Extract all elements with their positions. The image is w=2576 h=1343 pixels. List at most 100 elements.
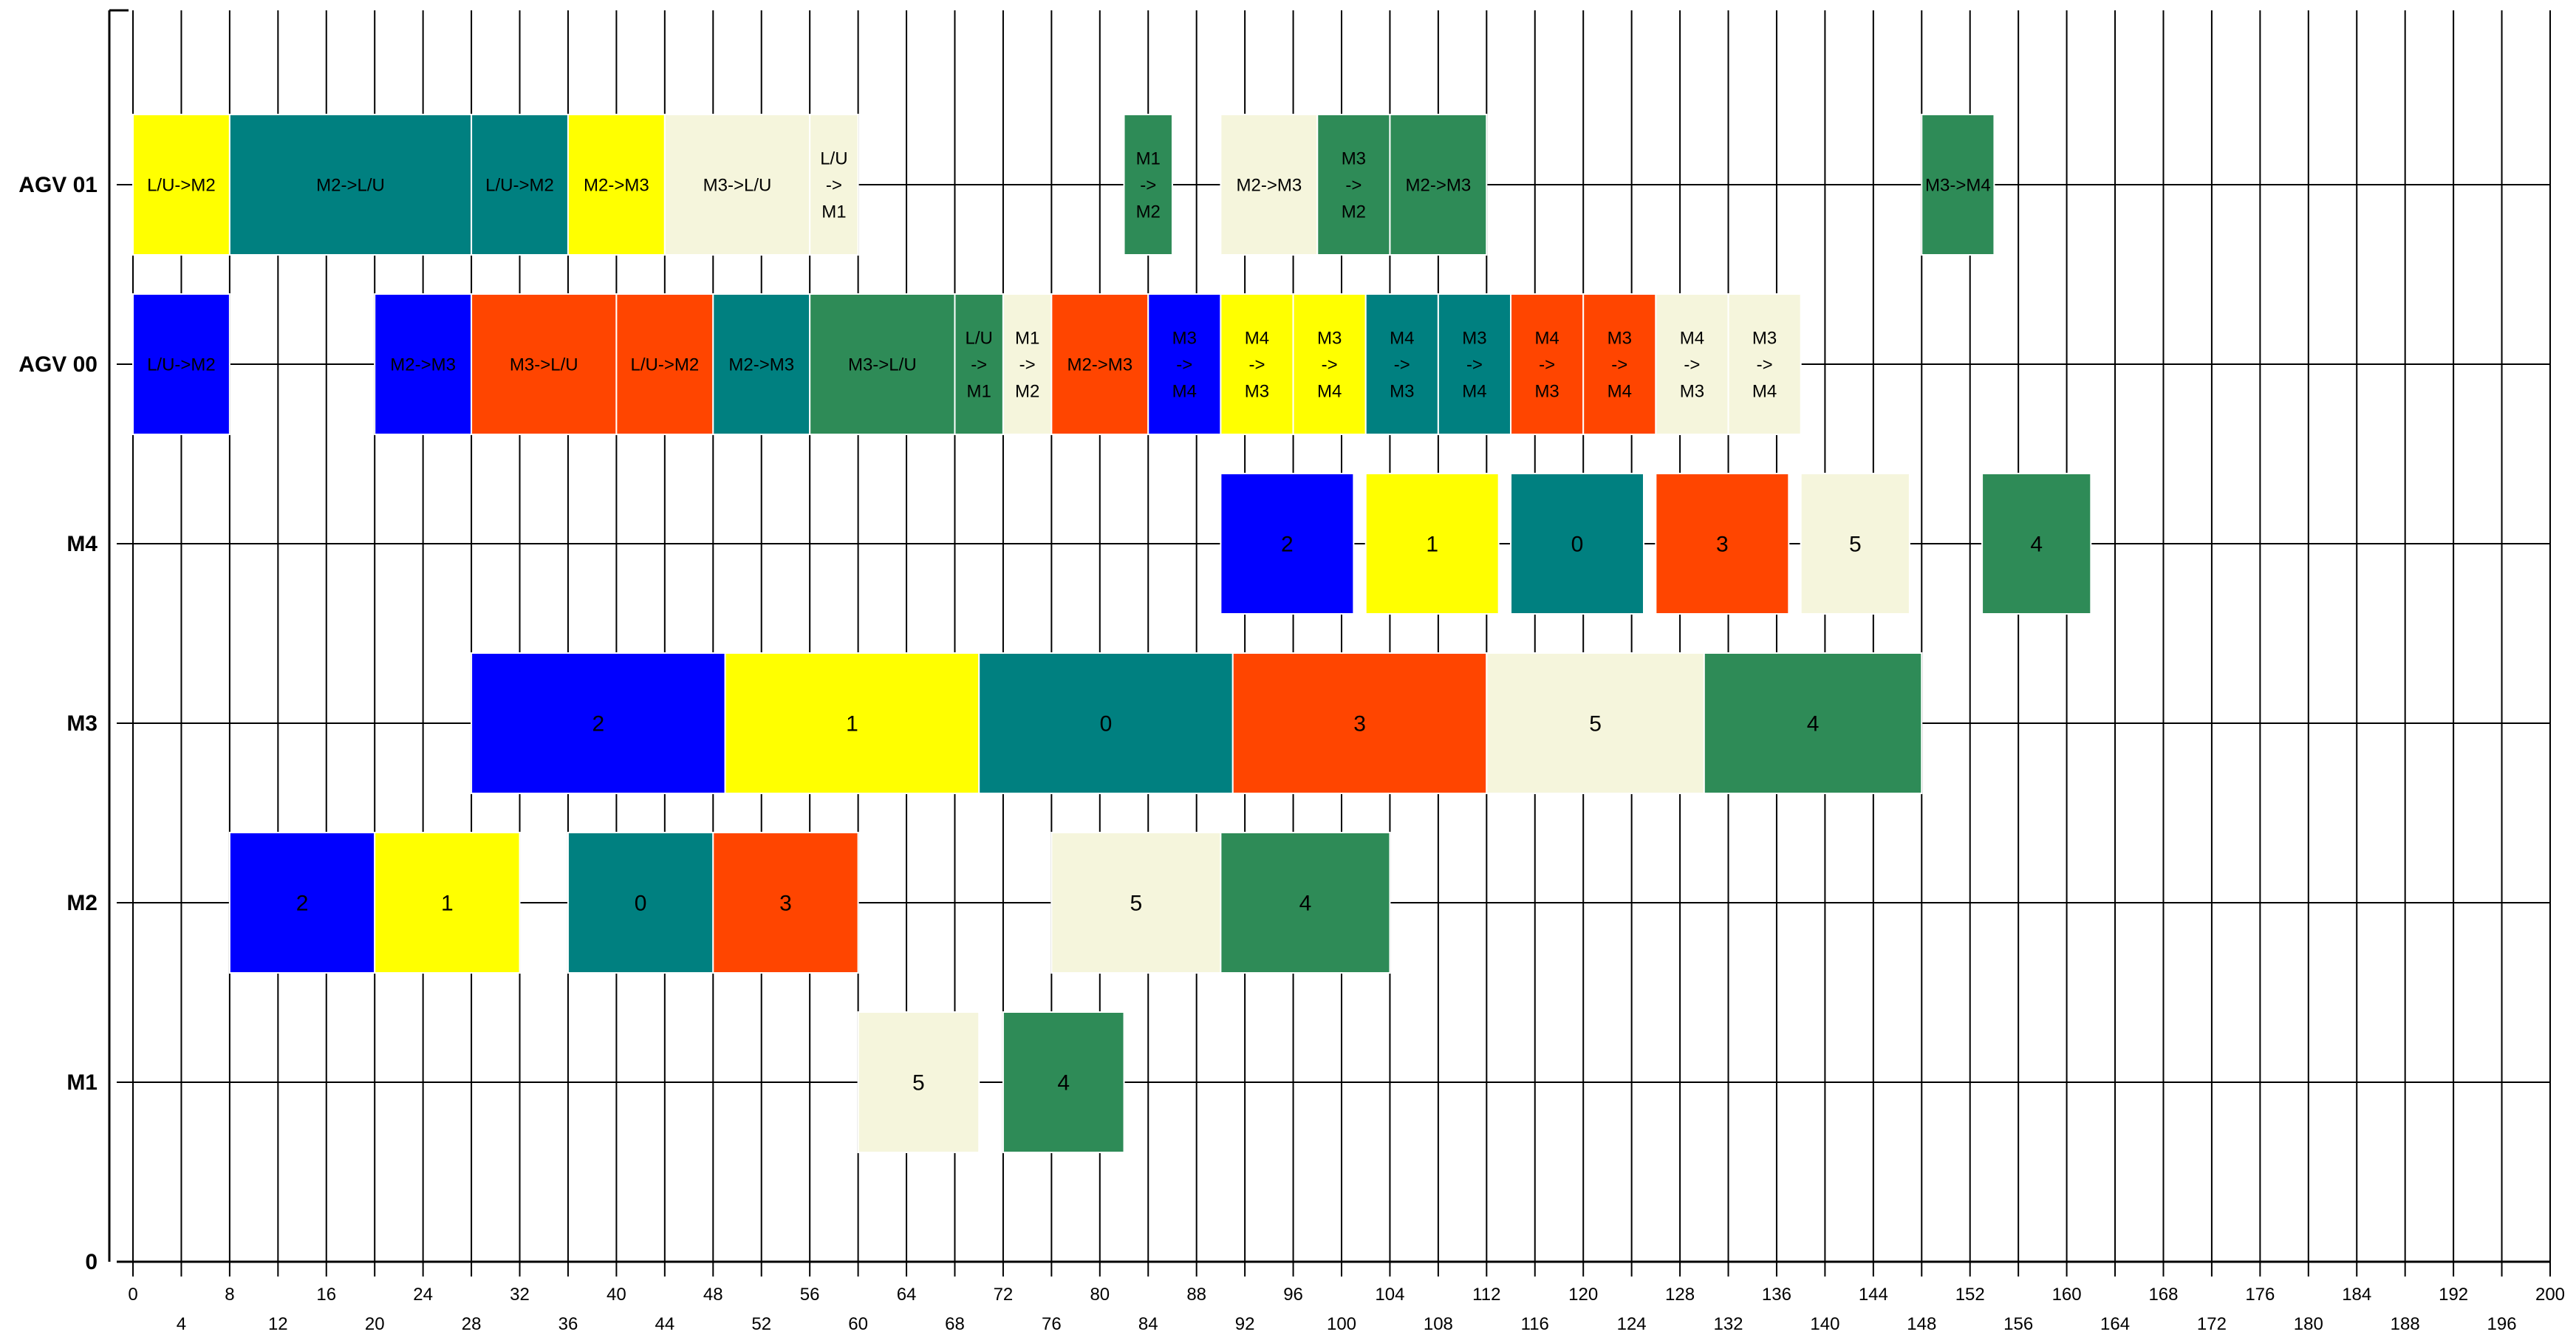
- task-bar: [374, 832, 521, 974]
- task-label: M3->L/U: [703, 175, 772, 195]
- task-label: 0: [1571, 533, 1584, 557]
- x-tick-label: 136: [1762, 1285, 1791, 1305]
- task-label: M4 -> M3: [1534, 328, 1559, 401]
- task-label: 1: [846, 712, 858, 737]
- task-bar: [374, 293, 473, 435]
- task-bar: [1316, 114, 1391, 256]
- task-label: 4: [1807, 712, 1820, 737]
- x-tick-label: 192: [2439, 1285, 2468, 1305]
- task-label: 4: [1057, 1071, 1070, 1096]
- task-bar: [1800, 473, 1910, 615]
- task-label: M3 -> M2: [1342, 148, 1366, 222]
- x-tick-label: 108: [1424, 1314, 1453, 1334]
- task-label: M3->L/U: [848, 355, 917, 375]
- y-axis-labels: 0 M1 M2 M3 M4 AGV 00 AGV 01: [18, 173, 98, 1274]
- task-label: 4: [2030, 533, 2043, 557]
- task-label: 1: [1426, 533, 1438, 557]
- y-tick-label: M2: [66, 891, 98, 915]
- x-axis-labels: 0481216202428323640444852566064687276808…: [128, 1285, 2565, 1334]
- x-tick-label: 88: [1186, 1285, 1206, 1305]
- task-bar: [1981, 473, 2092, 615]
- x-tick-label: 32: [510, 1285, 530, 1305]
- task-label: 2: [296, 892, 309, 916]
- task-bar: [1002, 293, 1053, 435]
- x-tick-label: 72: [994, 1285, 1014, 1305]
- task-label: M3->M4: [1317, 328, 1342, 401]
- task-label: 0: [1100, 712, 1113, 737]
- x-tick-label: 4: [177, 1314, 186, 1334]
- task-bar: [663, 114, 811, 256]
- task-label: 1: [441, 892, 454, 916]
- task-label: M3->M4: [1462, 328, 1486, 401]
- task-label: M2->M3: [1236, 175, 1302, 195]
- task-bar: [1510, 473, 1645, 615]
- task-bar: [712, 293, 811, 435]
- task-bar: [724, 652, 980, 794]
- task-label: 3: [779, 892, 792, 916]
- x-tick-label: 80: [1090, 1285, 1110, 1305]
- task-bar: [1486, 652, 1705, 794]
- task-label: M4 -> M3: [1680, 328, 1704, 401]
- task-bar: [857, 1011, 980, 1153]
- x-tick-label: 172: [2197, 1314, 2227, 1334]
- x-tick-label: 60: [848, 1314, 868, 1334]
- task-bar: [1147, 293, 1222, 435]
- task-bar: [1655, 293, 1729, 435]
- task-label: 4: [1299, 892, 1312, 916]
- x-tick-label: 200: [2535, 1285, 2565, 1305]
- x-tick-label: 152: [1955, 1285, 1985, 1305]
- y-tick-label: M1: [66, 1070, 98, 1095]
- task-bar: [132, 293, 230, 435]
- task-label: 3: [1716, 533, 1729, 557]
- task-bar: [1582, 293, 1657, 435]
- x-tick-label: 92: [1235, 1314, 1255, 1334]
- task-label: M3->M4: [1752, 328, 1777, 401]
- task-bar: [978, 652, 1234, 794]
- x-tick-label: 68: [945, 1314, 965, 1334]
- x-tick-label: 44: [655, 1314, 674, 1334]
- task-label: 5: [1849, 533, 1862, 557]
- task-bar: [1231, 652, 1488, 794]
- task-bar: [1921, 114, 1995, 256]
- task-label: 5: [1130, 892, 1143, 916]
- y-tick-label: AGV 00: [18, 352, 98, 377]
- task-label: L/U->M2: [630, 355, 699, 375]
- task-bar: [132, 114, 230, 256]
- x-tick-label: 140: [1810, 1314, 1839, 1334]
- x-tick-label: 36: [558, 1314, 578, 1334]
- x-tick-label: 12: [268, 1314, 288, 1334]
- x-tick-label: 160: [2052, 1285, 2082, 1305]
- task-label: M3->L/U: [510, 355, 578, 375]
- task-label: M2->M3: [1406, 175, 1472, 195]
- x-tick-label: 28: [462, 1314, 482, 1334]
- task-bar: [1727, 293, 1802, 435]
- x-tick-label: 112: [1472, 1285, 1500, 1305]
- y-tick-label: M4: [66, 532, 98, 556]
- task-bar: [1364, 473, 1500, 615]
- task-bar: [1123, 114, 1173, 256]
- x-tick-label: 196: [2487, 1314, 2517, 1334]
- task-label: M3->M4: [1925, 175, 1991, 195]
- task-label: 5: [912, 1071, 925, 1096]
- x-tick-label: 168: [2148, 1285, 2178, 1305]
- x-tick-label: 48: [703, 1285, 723, 1305]
- task-bar: [228, 114, 473, 256]
- x-tick-label: 64: [897, 1285, 917, 1305]
- task-bar: [471, 652, 726, 794]
- task-bar: [1220, 114, 1319, 256]
- x-tick-label: 84: [1138, 1314, 1158, 1334]
- task-label: M1 -> M2: [1136, 148, 1161, 222]
- task-label: L/U->M2: [147, 355, 216, 375]
- x-tick-label: 184: [2342, 1285, 2371, 1305]
- task-label: M3->M4: [1608, 328, 1632, 401]
- task-label: 3: [1353, 712, 1366, 737]
- task-label: L/U -> M1: [820, 148, 847, 222]
- x-tick-label: 24: [413, 1285, 433, 1305]
- x-tick-label: 132: [1713, 1314, 1743, 1334]
- task-bar: [712, 832, 859, 974]
- task-label: M2->M3: [1067, 355, 1132, 375]
- task-label: L/U -> M1: [966, 328, 993, 401]
- task-bar: [1220, 832, 1391, 974]
- task-bar: [1220, 293, 1294, 435]
- task-bar: [809, 293, 956, 435]
